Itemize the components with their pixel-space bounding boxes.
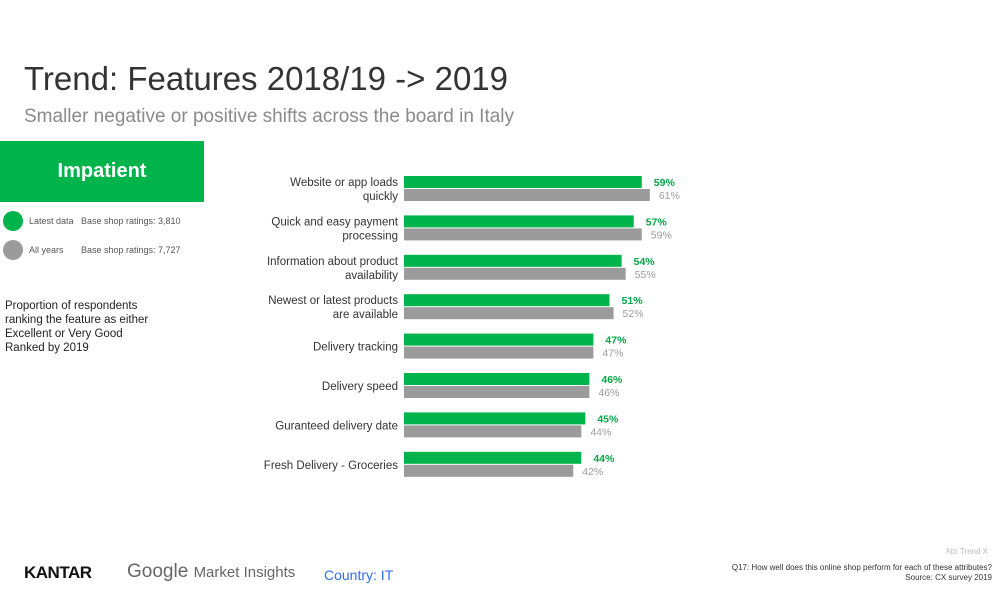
source-text: Source: CX survey 2019 (905, 573, 992, 582)
data-label: 59% (654, 177, 676, 189)
data-label: 57% (646, 216, 668, 228)
note-line: ranking the feature as either (5, 314, 149, 326)
note-line: Ranked by 2019 (5, 342, 89, 354)
attr-label: Attr Trend X (945, 547, 988, 556)
data-label: 52% (623, 308, 644, 320)
note-line: Proportion of respondents (5, 300, 138, 312)
category-label: Information about product (267, 256, 399, 268)
data-label: 47% (602, 348, 623, 360)
bar-all-years (404, 307, 614, 320)
category-label: processing (342, 230, 398, 242)
data-label: 54% (634, 256, 656, 268)
bar-all-years (404, 464, 574, 477)
category-label: Guranteed delivery date (275, 420, 398, 432)
bar-latest (404, 215, 634, 228)
legend-base: Base shop ratings: 3,810 (81, 216, 181, 226)
bar-all-years (404, 386, 590, 398)
note-line: Excellent or Very Good (5, 328, 123, 340)
bar-all-years (404, 346, 594, 359)
bar-all-years (404, 228, 642, 241)
legend-latest: Latest data Base shop ratings: 3,810 (3, 211, 181, 231)
market-insights-text: Market Insights (193, 564, 296, 581)
bar-latest (404, 254, 622, 267)
category-label: Website or app loads (290, 177, 398, 189)
category-label: Fresh Delivery - Groceries (264, 460, 398, 472)
legend-base: Base shop ratings: 7,727 (81, 245, 181, 255)
data-label: 44% (590, 426, 611, 438)
category-label: are available (333, 309, 398, 321)
data-label: 59% (651, 229, 672, 241)
category-label: Newest or latest products (268, 295, 398, 307)
legend-all-years: All years Base shop ratings: 7,727 (3, 240, 181, 260)
bar-latest (404, 176, 642, 188)
data-label: 46% (601, 374, 623, 386)
category-label: Delivery speed (322, 381, 398, 393)
google-market-insights-logo: Google Market Insights (127, 561, 295, 583)
category-label: availability (345, 270, 398, 282)
question-text: Q17: How well does this online shop perf… (731, 563, 992, 572)
gray-dot-icon (3, 240, 23, 260)
bar-all-years (404, 189, 650, 201)
country-label: Country: IT (324, 567, 394, 583)
data-label: 42% (582, 466, 603, 478)
bar-latest (404, 412, 586, 425)
data-label: 47% (605, 335, 627, 347)
source-note: Q17: How well does this online shop perf… (732, 563, 992, 583)
bar-all-years (404, 425, 582, 438)
category-label: quickly (363, 191, 398, 203)
data-label: 46% (598, 387, 619, 399)
category-label: Quick and easy payment (271, 216, 398, 228)
data-label: 55% (635, 269, 656, 281)
data-label: 44% (593, 453, 615, 465)
bar-latest (404, 333, 594, 346)
green-dot-icon (3, 211, 23, 231)
category-label: Delivery tracking (313, 342, 398, 354)
legend-label: Latest data (29, 216, 74, 226)
data-label: 45% (597, 413, 619, 425)
data-label: 61% (659, 190, 680, 202)
bar-latest (404, 373, 590, 385)
google-text: Google (127, 561, 189, 582)
page-title: Trend: Features 2018/19 -> 2019 (24, 60, 509, 97)
data-label: 51% (622, 295, 644, 307)
bar-latest (404, 294, 610, 307)
bar-latest (404, 451, 582, 464)
segment-badge: Impatient (0, 141, 204, 202)
legend-label: All years (29, 245, 64, 255)
page-subtitle: Smaller negative or positive shifts acro… (24, 106, 515, 127)
bar-all-years (404, 267, 626, 280)
chart-note: Proportion of respondents ranking the fe… (5, 299, 205, 355)
kantar-logo: KANTAR (24, 563, 92, 582)
